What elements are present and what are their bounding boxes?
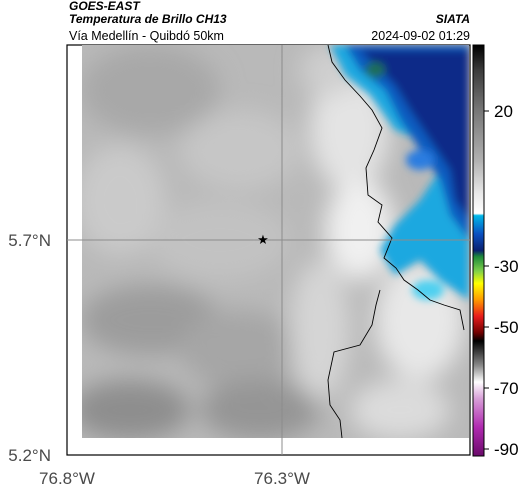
colorbar-tick-label: -70	[494, 379, 519, 398]
colorbar-tick-label: -50	[494, 318, 519, 337]
x-tick-label: 76.8°W	[39, 469, 95, 488]
y-tick-label: 5.2°N	[8, 446, 51, 465]
x-tick-label: 76.3°W	[254, 469, 310, 488]
brightness-temperature-image	[82, 45, 469, 438]
y-tick-label: 5.7°N	[8, 231, 51, 250]
colorbar	[472, 44, 485, 457]
coastline-border	[327, 45, 465, 438]
organization-label: SIATA	[435, 12, 470, 26]
satellite-source-title: GOES-EAST	[69, 0, 140, 13]
colorbar-tick-label: -90	[494, 440, 519, 459]
region-subtitle: Vía Medellín - Quibdó 50km	[69, 29, 224, 43]
colorbar-ticks	[484, 110, 489, 450]
colorbar-tick-label: 20	[494, 102, 513, 121]
timestamp-label: 2024-09-02 01:29	[371, 29, 470, 43]
colorbar-tick-label: -30	[494, 257, 519, 276]
location-star-icon: ★	[257, 232, 269, 247]
product-title: Temperatura de Brillo CH13	[69, 12, 227, 26]
